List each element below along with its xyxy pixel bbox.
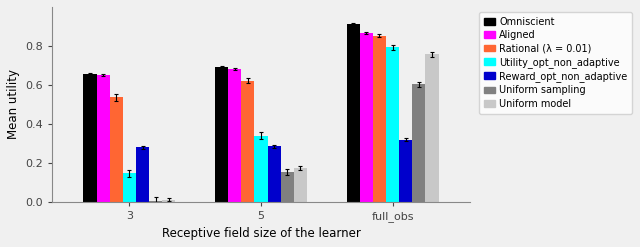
Bar xyxy=(268,146,281,202)
Bar xyxy=(123,173,136,202)
Bar xyxy=(215,67,228,202)
Bar xyxy=(109,98,123,202)
Bar xyxy=(241,81,255,202)
Bar xyxy=(281,172,294,202)
Bar xyxy=(294,168,307,202)
Bar xyxy=(97,75,109,202)
Bar xyxy=(346,24,360,202)
Y-axis label: Mean utility: Mean utility xyxy=(7,69,20,139)
X-axis label: Receptive field size of the learner: Receptive field size of the learner xyxy=(161,227,360,240)
Bar xyxy=(136,147,149,202)
Bar xyxy=(412,84,426,202)
Bar xyxy=(399,140,412,202)
Bar xyxy=(426,54,438,202)
Bar xyxy=(149,201,163,202)
Bar xyxy=(163,200,175,202)
Bar xyxy=(386,47,399,202)
Bar xyxy=(373,36,386,202)
Bar xyxy=(360,33,373,202)
Bar xyxy=(228,69,241,202)
Bar xyxy=(255,136,268,202)
Legend: Omniscient, Aligned, Rational (λ = 0.01), Utility_opt_non_adaptive, Reward_opt_n: Omniscient, Aligned, Rational (λ = 0.01)… xyxy=(479,12,632,114)
Bar xyxy=(83,74,97,202)
